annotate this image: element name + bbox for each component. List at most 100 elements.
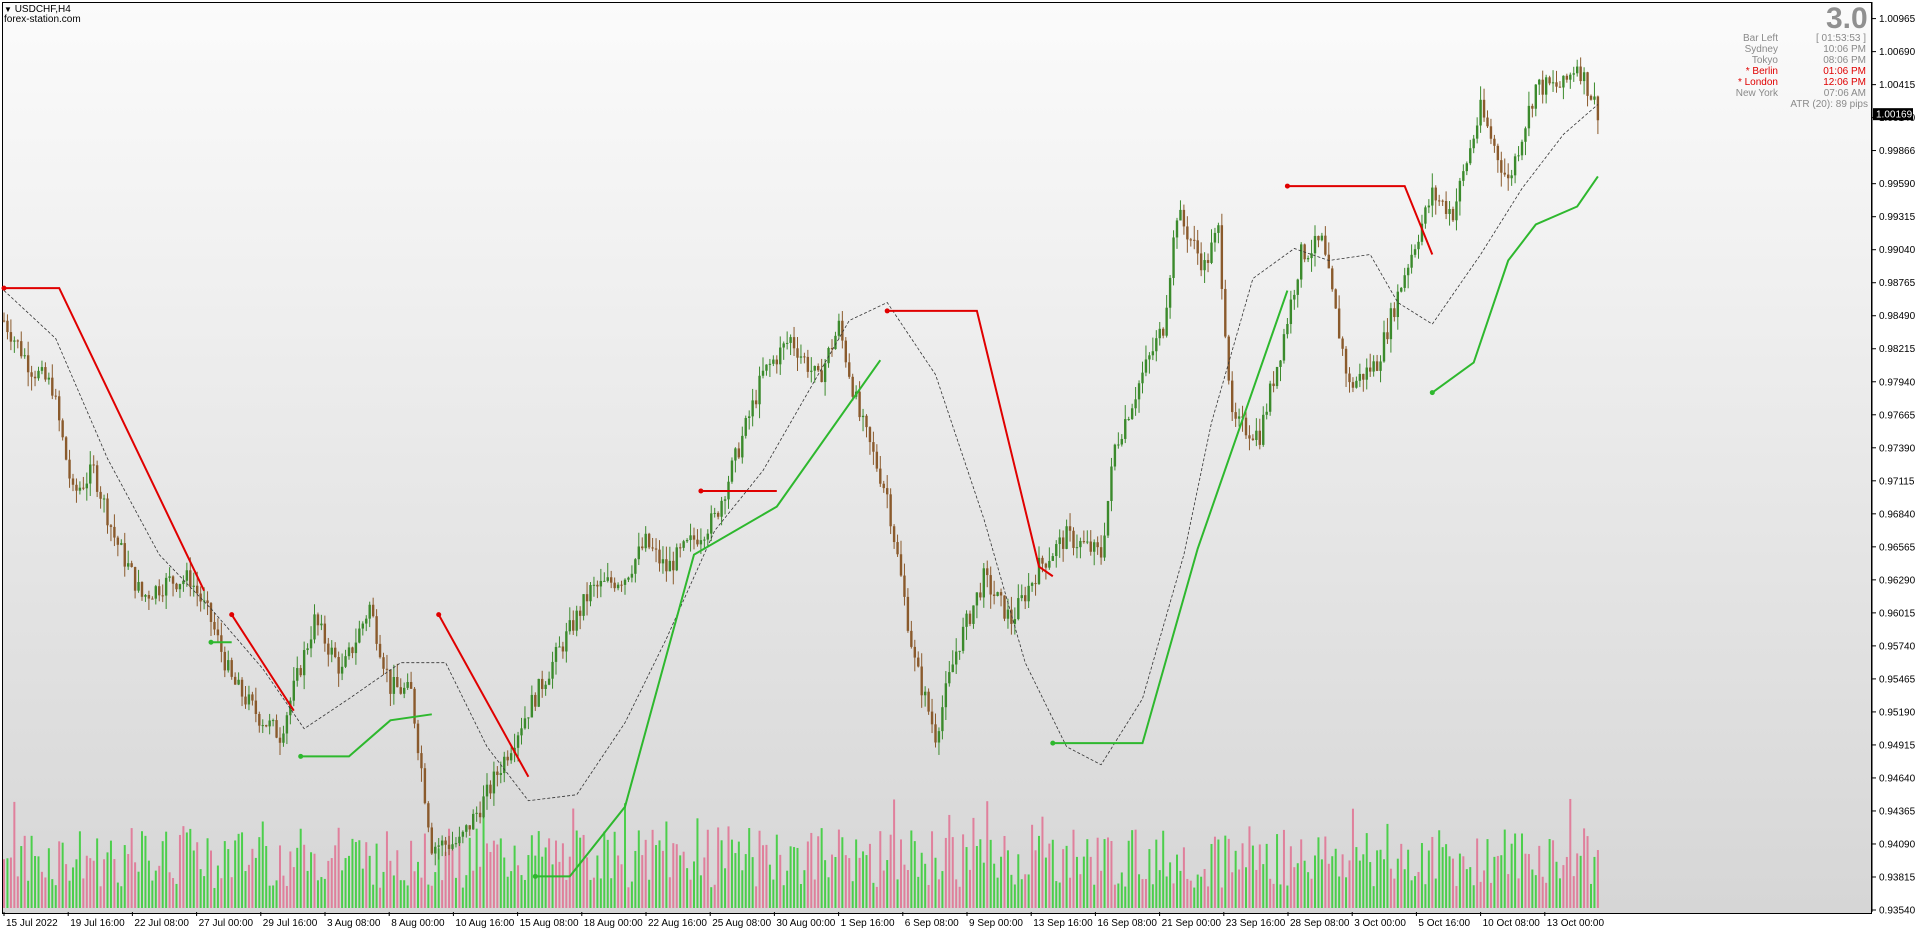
time-tick-label: 19 Jul 16:00: [70, 918, 125, 929]
dropdown-triangle-icon[interactable]: ▼: [4, 5, 12, 14]
time-tick-label: 27 Jul 00:00: [199, 918, 254, 929]
volume-bar: [406, 885, 409, 908]
price-axis[interactable]: 1.009651.006901.004151.001400.998660.995…: [1871, 2, 1916, 917]
candle-body: [227, 660, 230, 671]
candle-body: [37, 370, 40, 379]
volume-bar: [541, 856, 544, 908]
volume-bar: [810, 832, 813, 908]
candle-body: [140, 582, 144, 597]
support-dot: [1050, 740, 1056, 746]
volume-bar: [1334, 848, 1337, 908]
candle-body: [748, 416, 751, 418]
volume-bar: [1031, 824, 1034, 908]
volume-bar: [544, 847, 547, 908]
volume-bar: [216, 865, 219, 908]
volume-bar: [903, 864, 906, 908]
volume-bar: [1241, 843, 1244, 908]
candle-body: [986, 568, 989, 576]
candle-body: [1017, 598, 1020, 620]
volume-bar: [316, 880, 319, 908]
volume-bar: [137, 871, 140, 908]
volume-bar: [1086, 839, 1089, 908]
candle-body: [589, 585, 592, 602]
candle-body: [482, 796, 485, 818]
candle-body: [948, 672, 951, 684]
volume-bar: [499, 838, 502, 908]
candle-body: [1410, 254, 1413, 268]
volume-bar: [1041, 816, 1044, 908]
time-tick-label: 13 Sep 16:00: [1033, 918, 1093, 929]
candle-body: [258, 714, 261, 726]
volume-bar: [213, 887, 216, 908]
volume-bar: [1044, 857, 1047, 908]
volume-bar: [965, 847, 968, 908]
candle-body: [1458, 180, 1462, 202]
volume-bar: [175, 883, 178, 908]
volume-bar: [413, 871, 416, 908]
time-tick-label: 15 Jul 2022: [6, 918, 58, 929]
candle-body: [1538, 79, 1541, 85]
candle-body: [216, 629, 220, 636]
volume-bar: [606, 839, 609, 908]
volume-bar: [1469, 867, 1472, 908]
volume-bar: [893, 799, 896, 908]
volume-bar: [1245, 867, 1247, 908]
candle-body: [723, 499, 727, 501]
volume-histogram: [3, 798, 1599, 908]
volume-bar: [603, 831, 606, 908]
candle-body: [972, 605, 975, 624]
candle-body: [1475, 125, 1479, 139]
candle-body: [982, 568, 985, 598]
resistance-line: [4, 287, 206, 592]
plot-area[interactable]: [2, 2, 1872, 914]
candle-body: [223, 651, 226, 671]
candle-body: [879, 468, 882, 484]
candle-body: [437, 845, 440, 847]
volume-bar: [613, 831, 616, 908]
volume-bar: [247, 864, 250, 908]
candle-body: [95, 465, 99, 492]
candle-body: [1310, 253, 1313, 259]
candle-body: [82, 487, 85, 489]
volume-bar: [161, 841, 164, 908]
volume-bar: [599, 878, 602, 908]
volume-bar: [741, 870, 744, 908]
candle-body: [530, 694, 534, 718]
time-tick-label: 22 Jul 08:00: [134, 918, 189, 929]
resistance-line: [437, 614, 530, 778]
resistance-line: [1287, 185, 1434, 255]
candle-body: [796, 348, 799, 358]
candle-body: [33, 376, 37, 379]
candle-body: [1351, 382, 1355, 388]
candle-body: [465, 825, 468, 832]
volume-bar: [116, 882, 119, 908]
candle-body: [1196, 240, 1199, 254]
support-line: [535, 359, 882, 878]
volume-bar: [979, 839, 982, 908]
volume-bar: [717, 827, 720, 908]
candle-body: [892, 526, 896, 543]
candle-body: [144, 594, 147, 597]
candle-body: [1079, 541, 1082, 548]
volume-bar: [1521, 833, 1523, 908]
candle-body: [365, 618, 368, 624]
volume-bar: [1452, 858, 1454, 908]
volume-bar: [1282, 829, 1285, 908]
candle-body: [444, 840, 447, 845]
volume-bar: [724, 868, 727, 908]
symbol-label[interactable]: ▼ USDCHF,H4: [4, 4, 71, 15]
volume-bar: [572, 808, 575, 908]
candle-body: [899, 554, 903, 576]
candle-body: [1061, 537, 1065, 549]
volume-bar: [1296, 863, 1299, 908]
volume-bar: [165, 831, 168, 908]
time-axis[interactable]: 15 Jul 2022 19 Jul 16:00 22 Jul 08:00 27 Ju…: [3, 912, 1604, 929]
volume-bar: [503, 857, 506, 908]
candle-body: [51, 377, 54, 396]
volume-bar: [1351, 808, 1354, 908]
session-time: [ 01:53:53 ]: [1815, 33, 1866, 44]
candle-body: [782, 343, 785, 348]
volume-bar: [1590, 883, 1592, 908]
